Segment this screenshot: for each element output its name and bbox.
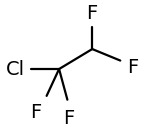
Text: F: F [30,103,42,122]
Text: Cl: Cl [6,60,25,79]
Text: F: F [64,109,75,128]
Text: F: F [127,58,138,77]
Text: F: F [87,4,98,23]
